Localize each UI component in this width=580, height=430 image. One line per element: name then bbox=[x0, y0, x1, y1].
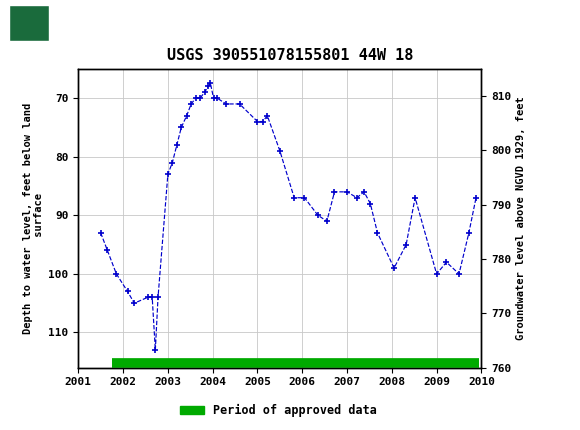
Bar bbox=[9, 4, 49, 41]
Text: ▒USGS: ▒USGS bbox=[12, 14, 81, 31]
Y-axis label: Depth to water level, feet below land
 surface: Depth to water level, feet below land su… bbox=[23, 103, 44, 334]
Text: USGS: USGS bbox=[14, 15, 51, 30]
Legend: Period of approved data: Period of approved data bbox=[175, 399, 382, 422]
Text: USGS 390551078155801 44W 18: USGS 390551078155801 44W 18 bbox=[167, 49, 413, 63]
Y-axis label: Groundwater level above NGVD 1929, feet: Groundwater level above NGVD 1929, feet bbox=[516, 96, 525, 340]
